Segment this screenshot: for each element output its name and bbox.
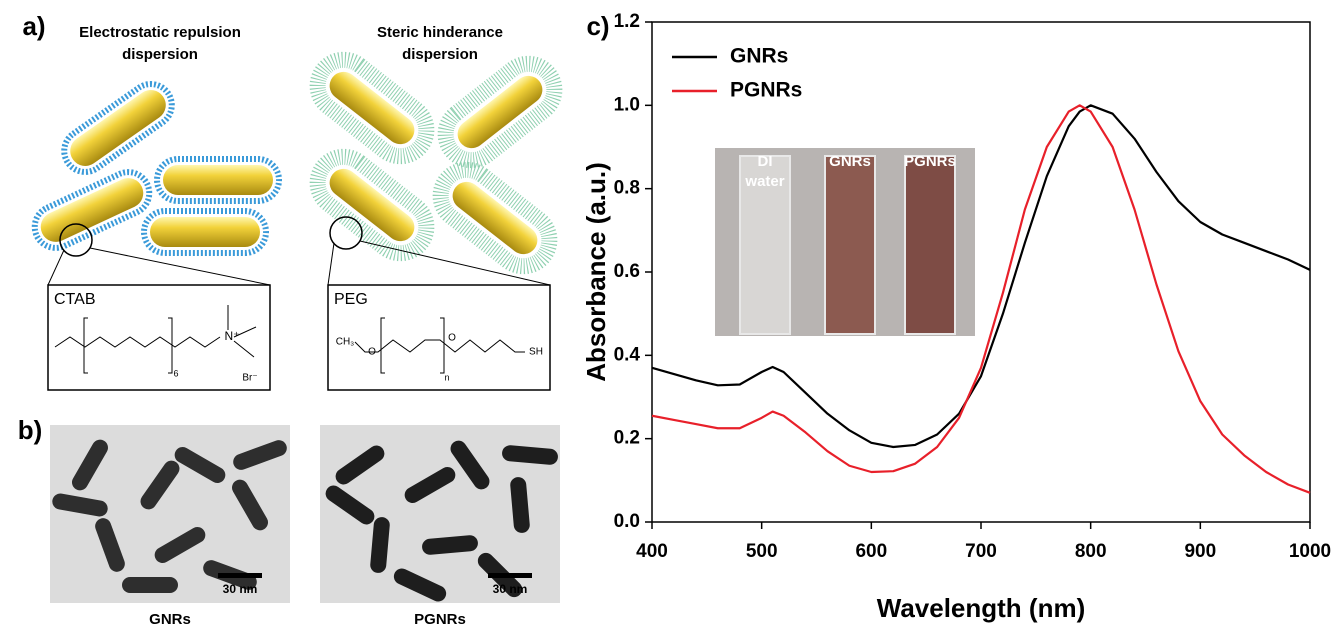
- legend-label: GNRs: [730, 45, 788, 68]
- inset-label: GNRs: [829, 153, 871, 170]
- label: a): [22, 11, 45, 41]
- nanorod: [430, 159, 560, 276]
- nanorod: [157, 159, 279, 201]
- label: c): [586, 11, 609, 41]
- gold-rod: [163, 165, 273, 195]
- label: dispersion: [122, 46, 198, 63]
- label: SH: [529, 347, 543, 358]
- inset-label: DI: [758, 153, 773, 170]
- label: O: [368, 347, 376, 358]
- panel-c: c) 0.0 0.2 0.4 0.6 0.8 1.0 1.2 400 500 600 700 800 90…: [581, 11, 1331, 623]
- tube: [905, 156, 955, 334]
- y-tick-label: 1.0: [614, 94, 640, 115]
- inset-label: water: [744, 173, 784, 190]
- label: Br⁻: [242, 373, 257, 384]
- label: 6: [173, 368, 178, 378]
- x-tick-label: 700: [965, 541, 997, 562]
- tem-rod: [122, 577, 178, 593]
- x-tick-label: 800: [1075, 541, 1107, 562]
- zoom-line: [48, 250, 64, 285]
- y-tick-label: 1.2: [614, 11, 640, 32]
- label: b): [18, 415, 43, 445]
- y-axis-title: Absorbance (a.u.): [581, 162, 611, 382]
- y-tick-label: 0.6: [614, 261, 640, 282]
- y-tick-label: 0.0: [614, 511, 640, 532]
- zoom-line: [90, 248, 270, 285]
- label: O: [448, 333, 456, 344]
- x-tick-label: 500: [746, 541, 778, 562]
- zoom-line: [328, 243, 334, 285]
- label: PEG: [334, 291, 368, 308]
- y-tick-label: 0.2: [614, 428, 640, 449]
- panel-b: b) 30 nm GNRs 30 nm PGNRs: [18, 415, 560, 628]
- tube: [825, 156, 875, 334]
- label: Steric hinderance: [377, 24, 503, 41]
- label: 30 nm: [493, 582, 528, 596]
- label: N⁺: [225, 329, 240, 343]
- label: CH₃: [336, 337, 355, 348]
- x-tick-label: 900: [1184, 541, 1216, 562]
- label: CTAB: [54, 291, 95, 308]
- label: Electrostatic repulsion: [79, 24, 241, 41]
- y-tick-label: 0.4: [614, 344, 641, 365]
- scale-bar: [488, 573, 532, 578]
- label: 30 nm: [223, 582, 258, 596]
- scale-bar: [218, 573, 262, 578]
- nanorod: [307, 49, 437, 166]
- nanorod: [435, 53, 565, 170]
- panel-a: a) Electrostatic repulsion dispersion CTAB S…: [22, 11, 564, 390]
- figure: a) Electrostatic repulsion dispersion CTAB S…: [0, 0, 1339, 630]
- label: dispersion: [402, 46, 478, 63]
- gold-rod: [150, 217, 260, 247]
- x-tick-label: 600: [855, 541, 887, 562]
- x-tick-label: 400: [636, 541, 668, 562]
- label: GNRs: [149, 611, 191, 628]
- label: n: [444, 372, 449, 382]
- nanorod: [307, 146, 437, 263]
- inset-label: PGNRs: [904, 153, 956, 170]
- nanorod: [144, 211, 266, 253]
- label: PGNRs: [414, 611, 466, 628]
- x-tick-label: 1000: [1289, 541, 1331, 562]
- legend-label: PGNRs: [730, 79, 802, 102]
- y-tick-label: 0.8: [614, 178, 640, 199]
- x-axis-title: Wavelength (nm): [877, 593, 1085, 623]
